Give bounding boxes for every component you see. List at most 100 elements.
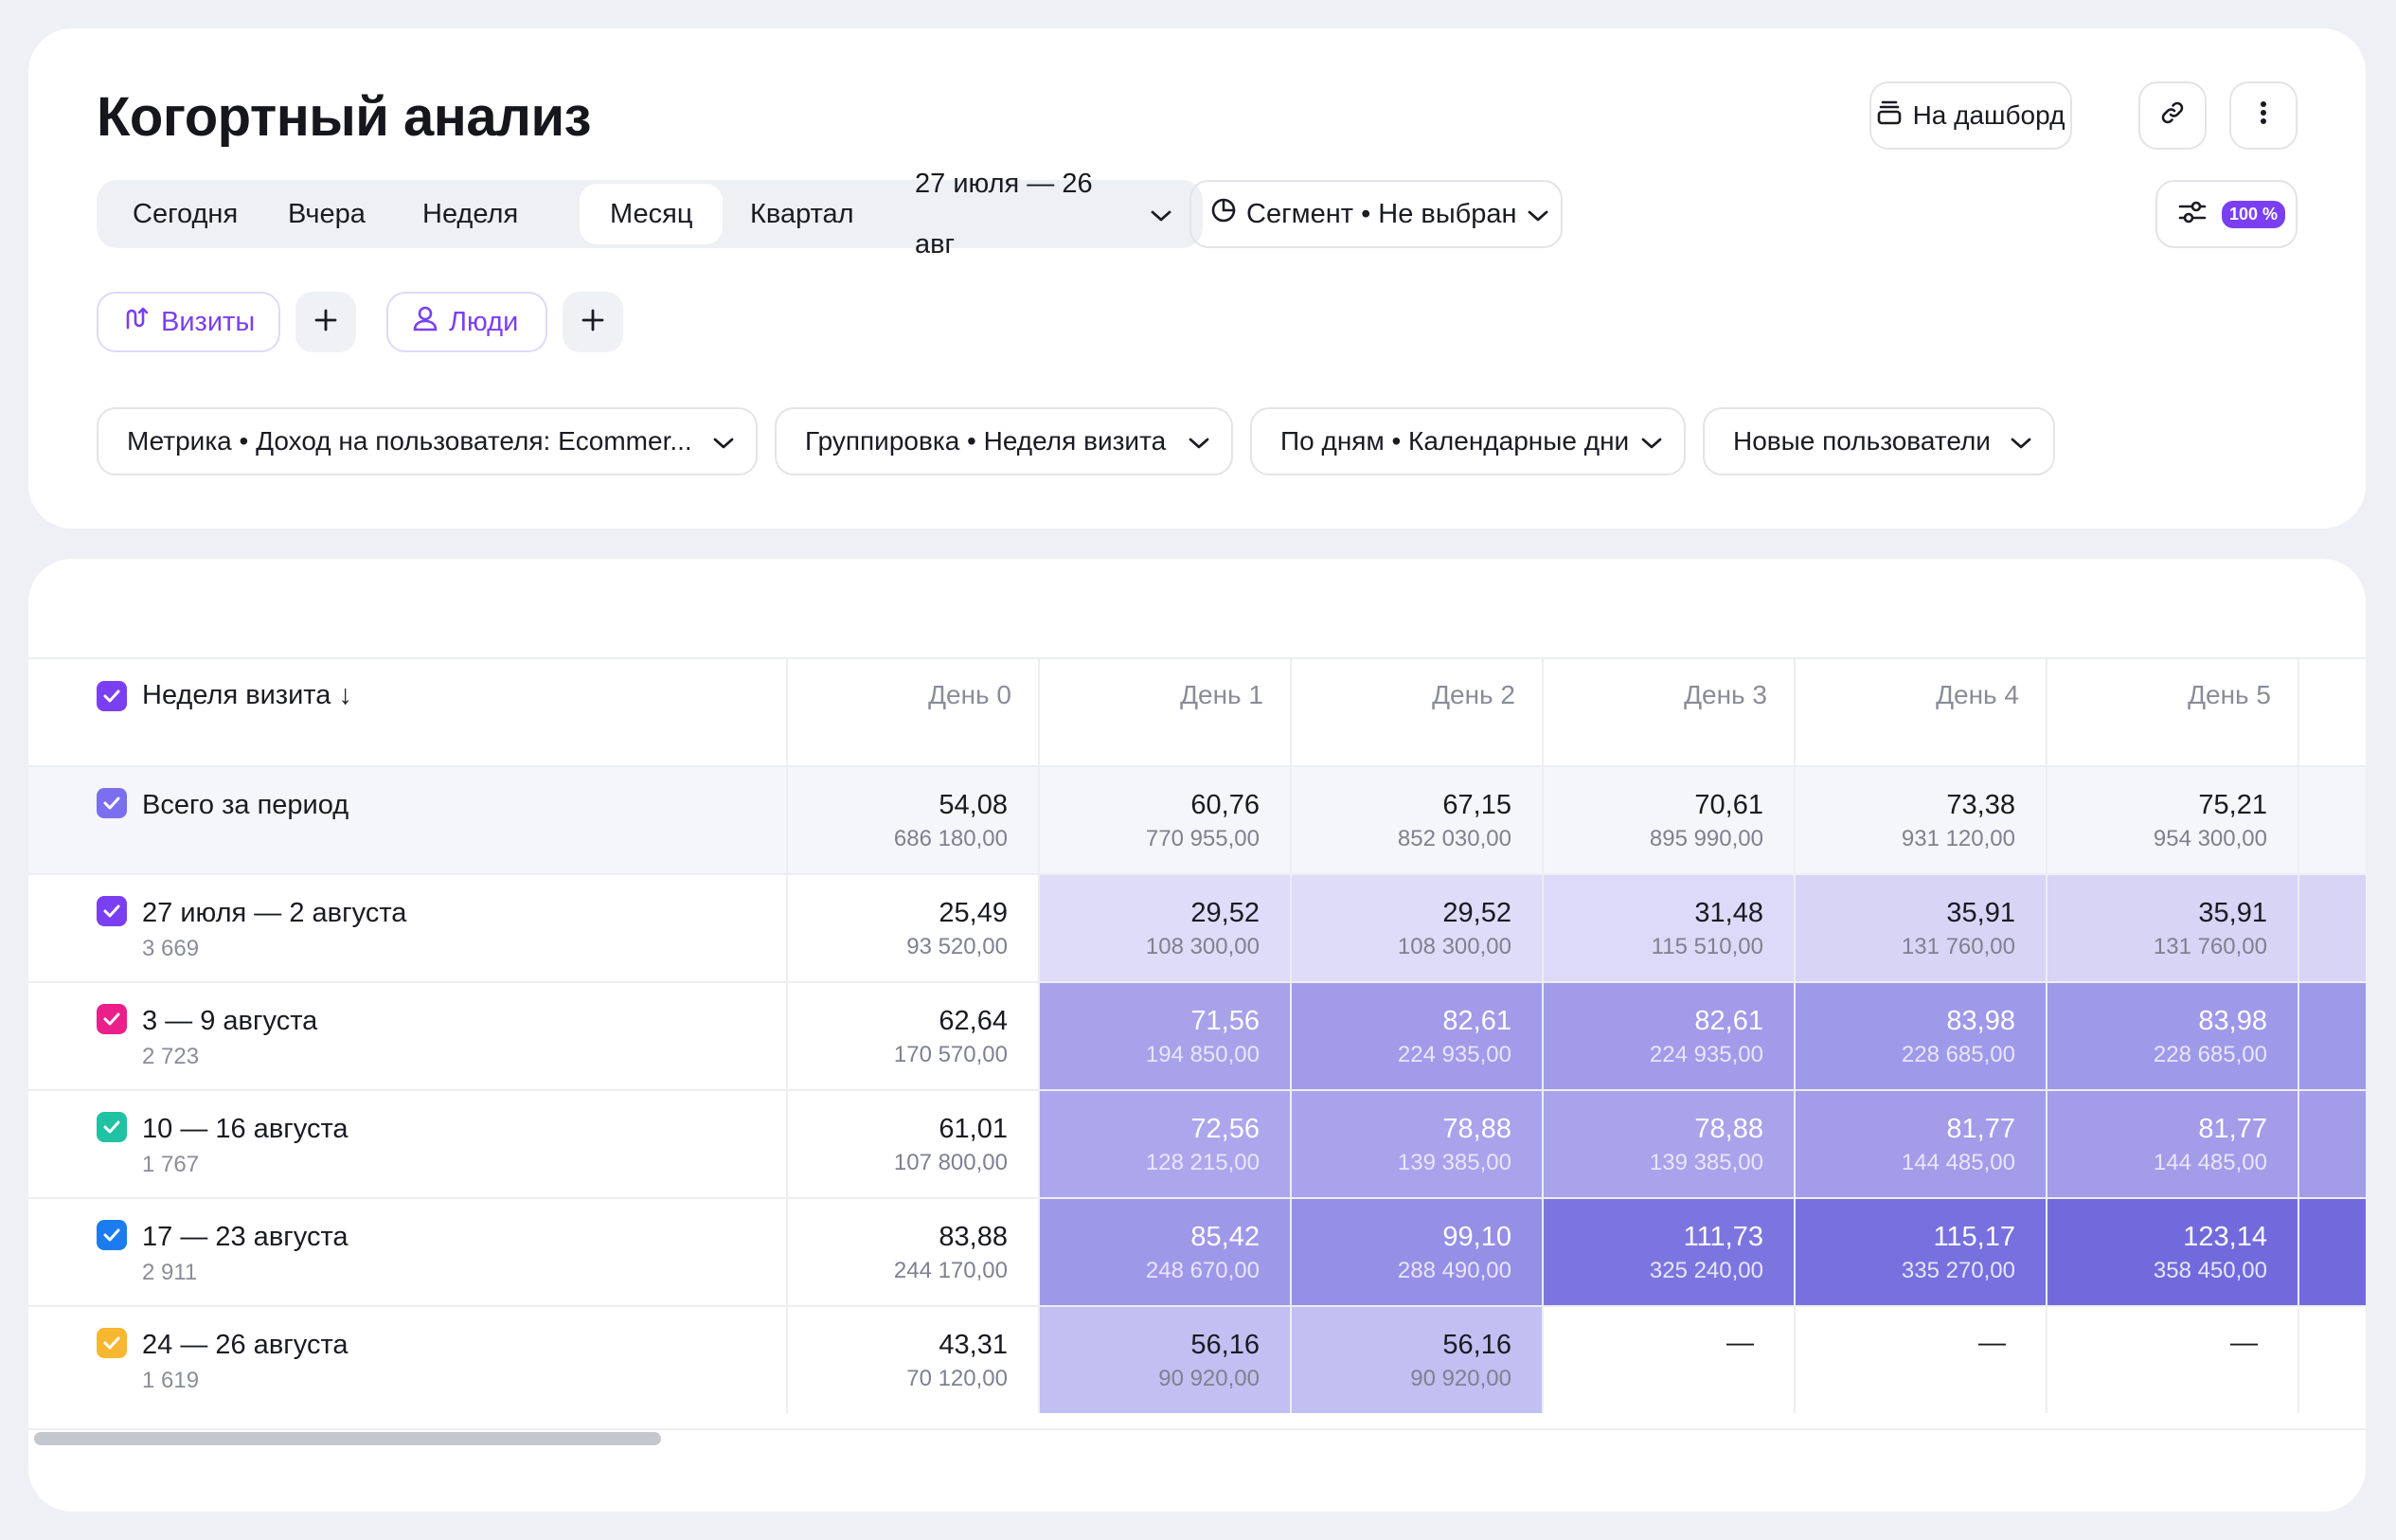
period-selector: Сегодня Вчера Неделя Месяц Квартал 27 ию…	[97, 169, 1203, 260]
chevron-down-icon	[712, 426, 735, 457]
period-quarter[interactable]: Квартал	[750, 199, 854, 229]
cell-secondary-value: 131 760,00	[2153, 934, 2267, 959]
days-mode-dropdown[interactable]: По дням • Календарные дни	[1250, 407, 1686, 475]
header-day-label: День 1	[1180, 680, 1263, 709]
table-cell: 62,64 170 570,00	[788, 983, 1040, 1089]
cell-value: 31,48	[1694, 898, 1763, 928]
cell-secondary-value: 108 300,00	[1145, 934, 1260, 959]
header-cell-day[interactable]: День 1	[1040, 659, 1292, 765]
header-day-label: День 4	[1936, 680, 2019, 709]
cell-value: 25,49	[939, 898, 1008, 928]
copy-link-button[interactable]	[2138, 81, 2207, 150]
table-cell-empty: —	[2047, 1307, 2299, 1413]
table-cell: 72,56 128 215,00	[1040, 1091, 1292, 1197]
header-cell-week[interactable]: Неделя визита ↓	[28, 659, 788, 765]
horizontal-scrollbar[interactable]	[28, 1428, 2366, 1447]
period-week[interactable]: Неделя	[422, 199, 519, 229]
people-chip[interactable]: Люди	[386, 292, 547, 352]
header-cell-day[interactable]: День 2	[1292, 659, 1544, 765]
metric-label: Метрика • Доход на пользователя: Ecommer…	[127, 426, 692, 456]
page-title: Когортный анализ	[97, 86, 591, 148]
header-day-label: День 0	[928, 680, 1011, 709]
row-label: 27 июля — 2 августа	[142, 898, 407, 928]
row-label-cell: 10 — 16 августа 1 767	[28, 1091, 788, 1197]
period-yesterday[interactable]: Вчера	[288, 199, 366, 229]
period-month[interactable]: Месяц	[580, 184, 724, 244]
users-type-dropdown[interactable]: Новые пользователи	[1703, 407, 2055, 475]
table-cell: 85,42 248 670,00	[1040, 1199, 1292, 1305]
row-label: 17 — 23 августа	[142, 1222, 349, 1252]
add-visits-condition-button[interactable]	[295, 292, 356, 352]
checkbox-total[interactable]	[97, 788, 127, 818]
cell-value: 99,10	[1442, 1222, 1511, 1252]
checkbox-all[interactable]	[97, 680, 127, 711]
checkbox-row[interactable]	[97, 1328, 127, 1358]
cell-value: 43,31	[939, 1330, 1008, 1360]
sampling-settings-button[interactable]: 100 %	[2155, 180, 2298, 248]
segment-label: Сегмент • Не выбран	[1246, 198, 1517, 229]
pie-chart-icon	[1210, 197, 1237, 231]
checkbox-row[interactable]	[97, 1112, 127, 1142]
cell-value: 83,98	[2198, 1006, 2267, 1036]
table-cell: 78,88 139 385,00	[1544, 1091, 1796, 1197]
cell-secondary-value: 248 670,00	[1145, 1258, 1260, 1283]
table-header-row: Неделя визита ↓ День 0 День 1 День 2 День 3 Д…	[28, 657, 2366, 765]
more-menu-button[interactable]	[2229, 81, 2298, 150]
cell-secondary-value: 131 760,00	[1901, 934, 2015, 959]
row-label: 24 — 26 августа	[142, 1330, 349, 1360]
table-cell: 54,08 686 180,00	[788, 767, 1040, 873]
scrollbar-thumb[interactable]	[34, 1432, 661, 1445]
table-cell: 67,15 852 030,00	[1292, 767, 1544, 873]
table-cell-empty: —	[1544, 1307, 1796, 1413]
checkbox-row[interactable]	[97, 896, 127, 926]
controls-card: Когортный анализ На дашборд Сегодня Вчер…	[28, 28, 2366, 528]
header-day-label: День 5	[2188, 680, 2271, 709]
sampling-badge: 100 %	[2222, 200, 2286, 228]
table-cell: 111,73 325 240,00	[1544, 1199, 1796, 1305]
header-day-label: День 2	[1432, 680, 1515, 709]
checkbox-row[interactable]	[97, 1220, 127, 1250]
table-row: 10 — 16 августа 1 767 61,01 107 800,00 72,56…	[28, 1089, 2366, 1197]
cell-secondary-value: 931 120,00	[1901, 826, 2015, 851]
visits-chip[interactable]: Визиты	[97, 292, 280, 352]
segment-dropdown[interactable]: Сегмент • Не выбран	[1189, 180, 1563, 248]
table-cell: 35,91 131 760,00	[1796, 875, 2047, 981]
table-cell: 60,76 770 955,00	[1040, 767, 1292, 873]
cell-secondary-value: 228 685,00	[1901, 1042, 2015, 1067]
add-to-dashboard-label: На дашборд	[1912, 100, 2065, 130]
header-cell-day[interactable]: День 0	[788, 659, 1040, 765]
checkbox-row[interactable]	[97, 1004, 127, 1034]
metric-dropdown[interactable]: Метрика • Доход на пользователя: Ecommer…	[97, 407, 758, 475]
period-today[interactable]: Сегодня	[133, 199, 239, 229]
add-people-condition-button[interactable]	[563, 292, 623, 352]
cell-value: 72,56	[1190, 1114, 1260, 1144]
overflow-cell	[2299, 983, 2366, 1089]
table-cell: 82,61 224 935,00	[1292, 983, 1544, 1089]
visits-label: Визиты	[161, 306, 256, 337]
table-cell: 25,49 93 520,00	[788, 875, 1040, 981]
table-cell: 75,21 954 300,00	[2047, 767, 2299, 873]
header-cell-day[interactable]: День 5	[2047, 659, 2299, 765]
chevron-down-icon	[1188, 426, 1210, 457]
row-label: 10 — 16 августа	[142, 1114, 349, 1144]
row-count: 1 619	[142, 1368, 200, 1393]
cell-value: 35,91	[1946, 898, 2015, 928]
chevron-down-icon	[2010, 426, 2032, 457]
row-count: 2 911	[142, 1260, 198, 1285]
header-cell-day[interactable]: День 3	[1544, 659, 1796, 765]
cohort-table-card: Неделя визита ↓ День 0 День 1 День 2 День 3 Д…	[28, 559, 2366, 1512]
header-cell-day[interactable]: День 4	[1796, 659, 2047, 765]
grouping-dropdown[interactable]: Группировка • Неделя визита	[775, 407, 1233, 475]
cell-value: 71,56	[1190, 1006, 1260, 1036]
table-cell: 82,61 224 935,00	[1544, 983, 1796, 1089]
table-cell: 71,56 194 850,00	[1040, 983, 1292, 1089]
table-cell: 43,31 70 120,00	[788, 1307, 1040, 1413]
table-cell: 83,98 228 685,00	[2047, 983, 2299, 1089]
visits-icon	[123, 305, 150, 339]
add-to-dashboard-button[interactable]: На дашборд	[1869, 81, 2072, 150]
cell-secondary-value: 852 030,00	[1397, 826, 1511, 851]
link-icon	[2159, 99, 2186, 133]
table-cell: 115,17 335 270,00	[1796, 1199, 2047, 1305]
date-range-picker[interactable]: 27 июля — 26 авг	[885, 169, 1203, 260]
cell-secondary-value: 686 180,00	[893, 826, 1008, 851]
